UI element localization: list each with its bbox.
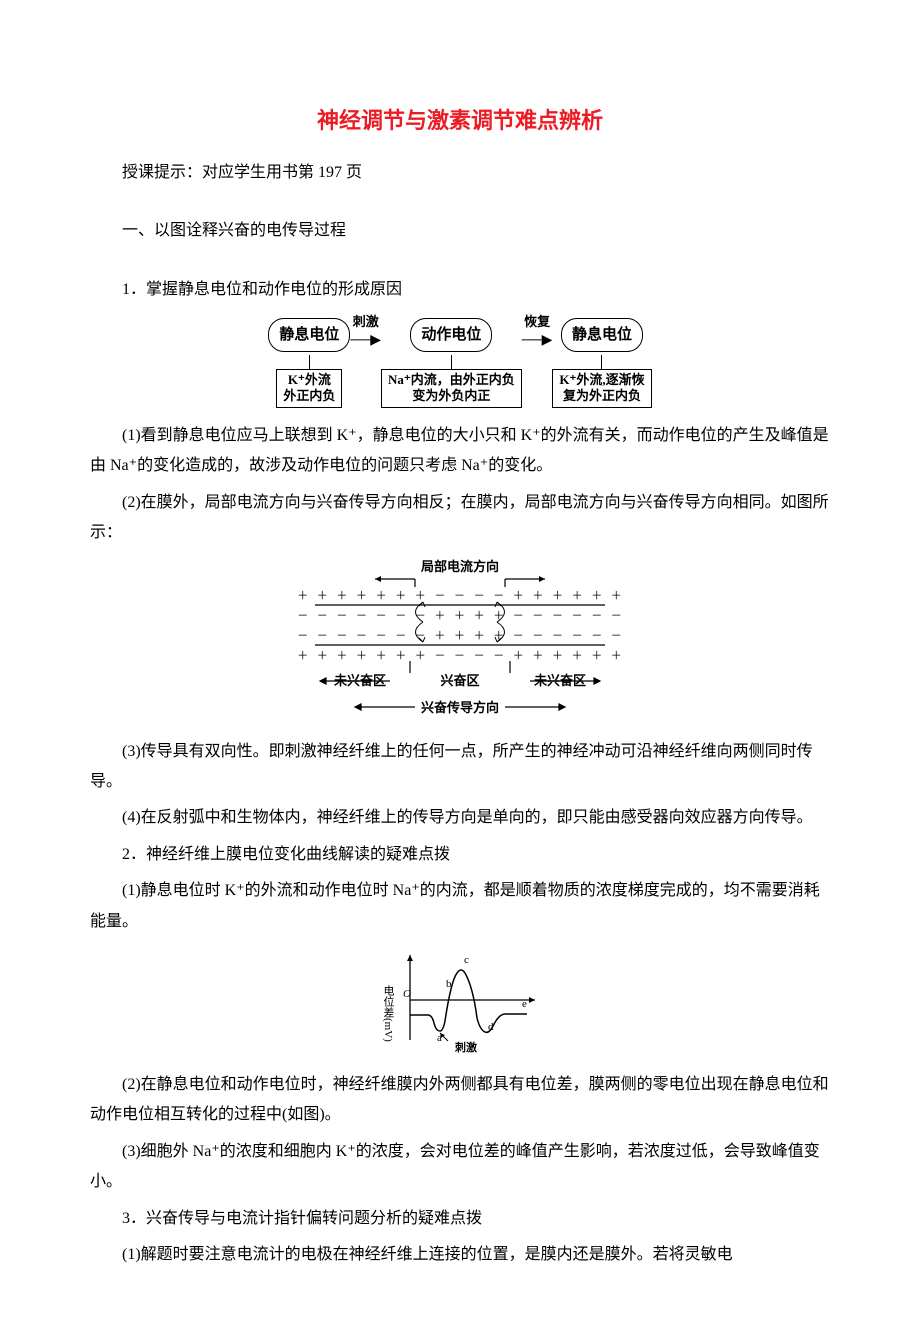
axon-row-4: ＋ ＋ ＋ ＋ ＋ ＋ ＋ ＋ － － － － ＋ ＋ ＋ ＋ ＋ ＋ ＋	[295, 650, 625, 663]
diagram-resting-action-flow: 静息电位 刺激 ──▶ 动作电位 恢复 ──▶ 静息电位 K⁺外流 外正内负 N…	[90, 315, 830, 411]
oval-action: 动作电位	[410, 318, 492, 353]
sub1-p2: (2)在膜外，局部电流方向与兴奋传导方向相反；在膜内，局部电流方向与兴奋传导方向…	[90, 488, 830, 549]
curve-point-c: c	[464, 954, 469, 966]
curve-point-d: d	[488, 1021, 494, 1033]
sub2-heading: 2．神经纤维上膜电位变化曲线解读的疑难点拨	[90, 840, 830, 870]
diagram-potential-curve: 电位差(mV) O a b c d e 刺激	[90, 945, 830, 1060]
axon-row-3: － － － － － － － － ＋ ＋ ＋ ＋ － － － － － － －	[295, 630, 625, 643]
axon-row-2: － － － － － － － － ＋ ＋ ＋ ＋ － － － － － － －	[295, 610, 625, 623]
sub1-heading: 1．掌握静息电位和动作电位的形成原因	[90, 275, 830, 305]
sub2-p3: (3)细胞外 Na⁺的浓度和细胞内 K⁺的浓度，会对电位差的峰值产生影响，若浓度…	[90, 1137, 830, 1198]
curve-y-label: 电位差(mV)	[382, 985, 395, 1042]
sub3-heading: 3．兴奋传导与电流计指针偏转问题分析的疑难点拨	[90, 1204, 830, 1234]
sub2-p1: (1)静息电位时 K⁺的外流和动作电位时 Na⁺的内流，都是顺着物质的浓度梯度完…	[90, 876, 830, 937]
sub3-p1: (1)解题时要注意电流计的电极在神经纤维上连接的位置，是膜内还是膜外。若将灵敏电	[90, 1240, 830, 1270]
curve-point-b: b	[446, 978, 452, 990]
teaching-note: 授课提示：对应学生用书第 197 页	[90, 158, 830, 188]
curve-x-label: 刺激	[454, 1040, 477, 1054]
curve-point-e: e	[522, 998, 527, 1010]
section-1-heading: 一、以图诠释兴奋的电传导过程	[90, 216, 830, 246]
oval-resting-1: 静息电位	[268, 318, 350, 353]
arrow-label-stimulus: 刺激	[350, 315, 381, 328]
sub1-p3: (3)传导具有双向性。即刺激神经纤维上的任何一点，所产生的神经冲动可沿神经纤维向…	[90, 737, 830, 798]
sub1-p1: (1)看到静息电位应马上联想到 K⁺，静息电位的大小只和 K⁺的外流有关，而动作…	[90, 421, 830, 482]
oval-resting-2: 静息电位	[561, 318, 643, 353]
axon-bottom-label: 兴奋传导方向	[421, 700, 499, 715]
axon-top-label: 局部电流方向	[421, 559, 499, 574]
arrow-right-icon: ──▶	[350, 333, 381, 348]
diagram-axon-current: 局部电流方向 ＋ ＋ ＋ ＋ ＋ ＋ ＋ ＋ － － － － ＋ ＋ ＋ ＋ ＋…	[90, 557, 830, 727]
curve-origin: O	[403, 988, 411, 1000]
box-na-inflow: Na⁺内流，由外正内负 变为外负内正	[381, 369, 522, 409]
arrow-right-icon: ──▶	[522, 333, 553, 348]
axon-center-label: 兴奋区	[440, 673, 479, 688]
box-k-outflow-1: K⁺外流 外正内负	[276, 369, 342, 409]
sub2-p2: (2)在静息电位和动作电位时，神经纤维膜内外两侧都具有电位差，膜两侧的零电位出现…	[90, 1070, 830, 1131]
page-title: 神经调节与激素调节难点辨析	[90, 100, 830, 142]
axon-row-1: ＋ ＋ ＋ ＋ ＋ ＋ ＋ ＋ － － － － ＋ ＋ ＋ ＋ ＋ ＋ ＋	[295, 590, 625, 603]
arrow-label-recover: 恢复	[522, 315, 553, 328]
box-k-outflow-2: K⁺外流,逐渐恢 复为外正内负	[552, 369, 651, 409]
sub1-p4: (4)在反射弧中和生物体内，神经纤维上的传导方向是单向的，即只能由感受器向效应器…	[90, 803, 830, 833]
